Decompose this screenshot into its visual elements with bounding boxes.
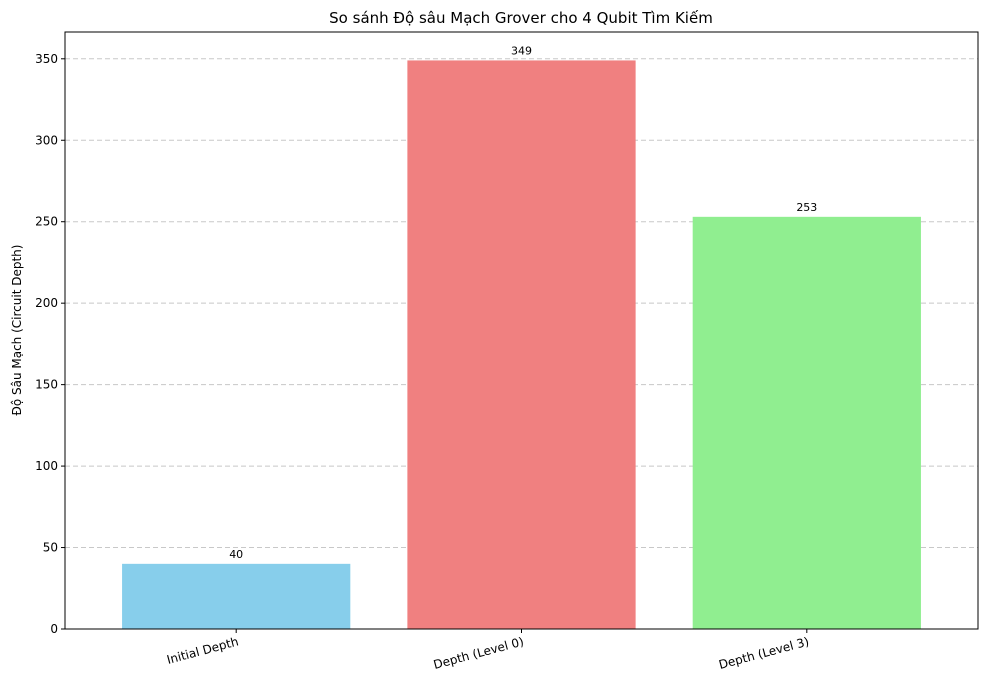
x-tick-label: Depth (Level 0) <box>432 634 525 672</box>
x-tick-label: Initial Depth <box>165 634 240 667</box>
chart-title: So sánh Độ sâu Mạch Grover cho 4 Qubit T… <box>329 9 713 27</box>
bar-value-label: 349 <box>511 44 532 57</box>
y-tick-label: 250 <box>35 215 58 229</box>
y-tick-label: 200 <box>35 296 58 310</box>
x-tick-label: Depth (Level 3) <box>717 634 810 672</box>
y-tick-label: 150 <box>35 378 58 392</box>
y-tick-label: 50 <box>43 541 58 555</box>
bars <box>122 60 921 629</box>
y-tick-label: 100 <box>35 459 58 473</box>
y-tick-label: 0 <box>50 622 58 636</box>
x-axis-ticks: Initial Depth Depth (Level 0) Depth (Level… <box>165 629 811 672</box>
bar <box>692 216 921 629</box>
bar-value-label: 40 <box>229 548 243 561</box>
bar <box>122 563 351 629</box>
y-axis-ticks: 0 50 100 150 200 250 300 350 <box>35 52 65 636</box>
bar <box>407 60 636 629</box>
bar-value-label: 253 <box>796 201 817 214</box>
value-labels: 40 349 253 <box>229 44 817 560</box>
y-tick-label: 300 <box>35 133 58 147</box>
y-axis-label: Độ Sâu Mạch (Circuit Depth) <box>10 245 24 416</box>
y-tick-label: 350 <box>35 52 58 66</box>
